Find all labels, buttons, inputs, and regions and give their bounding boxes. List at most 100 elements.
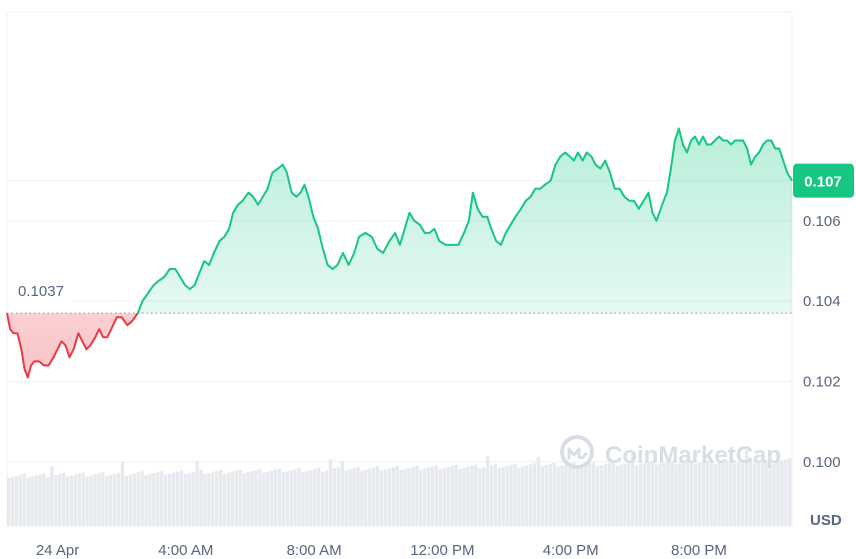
coinmarketcap-watermark: CoinMarketCap — [560, 435, 781, 469]
volume-bar — [780, 460, 784, 526]
volume-bar — [140, 471, 144, 526]
volume-bar — [105, 476, 109, 526]
volume-bar — [572, 462, 576, 526]
volume-bar — [109, 474, 113, 526]
volume-bar — [513, 463, 517, 526]
volume-bar — [340, 461, 344, 526]
volume-bar — [478, 468, 482, 526]
volume-bar — [607, 462, 611, 526]
volume-bar — [254, 469, 258, 526]
volume-bar — [415, 465, 419, 526]
volume-bar — [77, 473, 81, 526]
price-line-above-reference — [7, 127, 793, 314]
volume-bar — [50, 466, 54, 526]
volume-bar — [191, 472, 195, 526]
volume-bar — [324, 470, 329, 526]
volume-bar — [713, 463, 717, 526]
volume-bar — [46, 477, 50, 526]
volume-bar — [580, 465, 584, 526]
reference-price-badge: 0.1037 — [8, 277, 74, 303]
volume-bar — [776, 451, 780, 526]
volume-bar — [69, 475, 74, 526]
volume-bar — [313, 468, 317, 526]
volume-bar — [101, 472, 105, 526]
volume-bar — [631, 451, 635, 526]
volume-bar — [697, 462, 702, 526]
volume-bar — [689, 460, 694, 526]
volume-bar — [372, 467, 376, 526]
volume-bar — [136, 472, 140, 526]
volume-bar — [548, 463, 552, 526]
x-tick-label: 24 Apr — [36, 542, 79, 559]
y-tick-label: 0.106 — [803, 213, 841, 230]
volume-bar — [226, 472, 231, 526]
x-axis-ticks: 24 Apr 4:00 AM 8:00 AM 12:00 PM 4:00 PM 8:00 … — [36, 542, 727, 559]
volume-bar — [430, 466, 435, 526]
reference-price-label: 0.1037 — [18, 283, 64, 300]
area-fill-above-reference — [137, 128, 792, 314]
volume-bar — [481, 467, 486, 526]
volume-bar — [489, 465, 494, 526]
volume-bar — [540, 466, 545, 526]
volume-bar — [729, 459, 733, 526]
volume-bar — [148, 474, 152, 526]
x-tick-label: 12:00 PM — [410, 542, 474, 559]
volume-bar — [22, 473, 27, 526]
volume-bar — [552, 462, 556, 526]
volume-bar — [218, 469, 223, 526]
volume-bar — [772, 462, 776, 526]
volume-bar — [407, 467, 411, 526]
volume-bar — [238, 469, 242, 526]
volume-bar — [740, 461, 745, 526]
volume-bar — [458, 468, 462, 526]
volume-bar — [273, 469, 278, 526]
volume-bar — [391, 467, 395, 526]
volume-bar — [97, 473, 101, 526]
volume-bar — [58, 473, 62, 526]
volume-bar — [564, 464, 568, 526]
volume-bar — [61, 472, 66, 526]
volume-bar — [344, 470, 348, 526]
volume-bar — [674, 464, 678, 526]
volume-bar — [544, 465, 549, 526]
volume-bar — [701, 461, 706, 526]
volume-bar — [784, 459, 788, 526]
volume-bar — [203, 474, 207, 526]
volume-bar — [160, 470, 164, 526]
volume-bar — [560, 465, 564, 526]
volume-bar — [454, 464, 458, 526]
volume-bar — [356, 466, 360, 526]
volume-bar — [293, 469, 297, 526]
volume-bar — [124, 475, 129, 526]
volume-bar — [591, 462, 596, 526]
volume-bar — [301, 472, 305, 526]
x-tick-label: 8:00 PM — [671, 542, 727, 559]
volume-bar — [419, 469, 423, 526]
volume-bar — [709, 459, 713, 526]
volume-bar — [686, 461, 690, 526]
volume-bar — [599, 464, 603, 526]
volume-bar — [309, 469, 313, 526]
volume-bar — [250, 471, 254, 526]
y-tick-label: 0.102 — [803, 373, 841, 390]
volume-bar — [768, 458, 772, 526]
volume-bar — [321, 471, 325, 526]
volume-bar — [646, 461, 651, 526]
volume-bar — [505, 465, 509, 526]
y-tick-label: 0.104 — [803, 293, 841, 310]
volume-bar — [474, 464, 478, 526]
y-tick-label: 0.100 — [803, 454, 841, 471]
currency-unit-label: USD — [810, 512, 842, 529]
volume-bar — [18, 474, 23, 526]
volume-bar — [332, 468, 337, 526]
volume-bar — [595, 466, 600, 526]
volume-bar — [144, 475, 148, 526]
x-tick-label: 4:00 AM — [158, 542, 213, 559]
volume-bar — [725, 460, 729, 526]
volume-bar — [403, 468, 407, 526]
volume-bar — [10, 476, 15, 526]
volume-bar — [446, 467, 450, 526]
volume-bar — [34, 475, 38, 526]
volume-bar — [764, 459, 768, 526]
volume-bar — [705, 460, 709, 526]
